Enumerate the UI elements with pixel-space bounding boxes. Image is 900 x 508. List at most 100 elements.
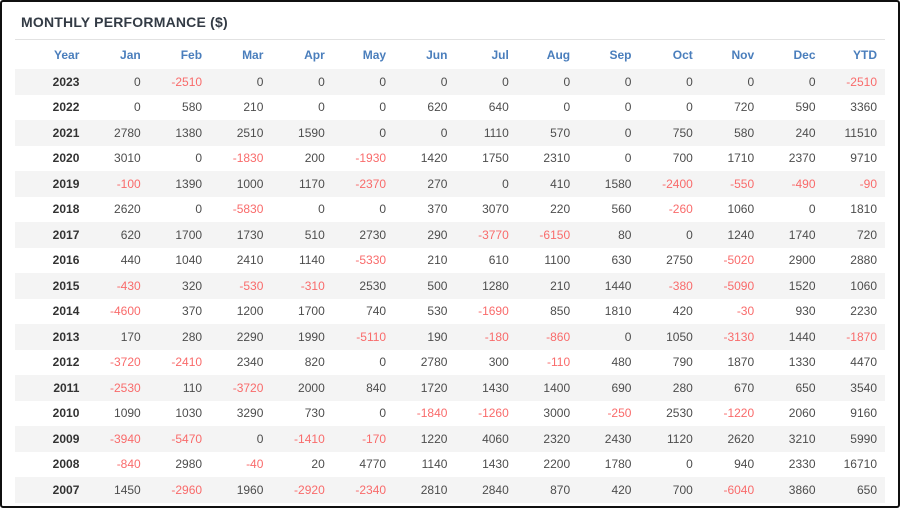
value-cell: 2980 bbox=[175, 457, 203, 472]
value-cell: 2340 bbox=[236, 355, 264, 370]
value-cell: 210 bbox=[243, 100, 264, 115]
ytd-cell: 9710 bbox=[850, 151, 877, 166]
ytd-cell: 2230 bbox=[850, 304, 877, 319]
value-cell: 1430 bbox=[482, 457, 509, 472]
table-header: Year Jan Feb Mar Apr May Jun Jul Aug Sep Oct Nov Dec… bbox=[15, 40, 885, 69]
value-cell: 1590 bbox=[298, 125, 325, 140]
value-cell: 2200 bbox=[543, 457, 571, 472]
value-cell: 690 bbox=[611, 380, 632, 395]
value-cell: 0 bbox=[318, 202, 325, 217]
value-cell: 1810 bbox=[604, 304, 632, 319]
value-cell: 0 bbox=[624, 329, 632, 344]
value-cell: 0 bbox=[686, 74, 693, 89]
value-cell: 290 bbox=[427, 227, 448, 242]
table-row: 2012 -3720 -2410 2340 820 0 2780 300 -110 480 790 1… bbox=[15, 350, 885, 376]
value-cell: 2330 bbox=[788, 457, 816, 472]
value-cell: -2340 bbox=[355, 482, 387, 497]
value-cell: 3010 bbox=[114, 151, 141, 166]
table-row: 2021 2780 1380 2510 1590 0 0 1110 570 0 750 580 240 1… bbox=[15, 120, 885, 146]
value-cell: -5090 bbox=[723, 278, 755, 293]
value-cell: -1930 bbox=[355, 151, 387, 166]
year-cell: 2015 bbox=[52, 278, 80, 293]
ytd-cell: 2880 bbox=[850, 253, 877, 268]
value-cell: 0 bbox=[624, 151, 632, 166]
value-cell: 720 bbox=[734, 100, 755, 115]
value-cell: -2510 bbox=[171, 74, 203, 89]
value-cell: 370 bbox=[182, 304, 203, 319]
value-cell: -170 bbox=[362, 431, 387, 446]
value-cell: 210 bbox=[427, 253, 448, 268]
value-cell: -490 bbox=[791, 176, 816, 191]
table-row: 2009 -3940 -5470 0 -1410 -170 1220 4060 2320 2430… bbox=[15, 426, 885, 452]
table-row: 2014 -4600 370 1200 1700 740 530 -1690 850 1810 42… bbox=[15, 299, 885, 325]
value-cell: 840 bbox=[366, 380, 387, 395]
value-cell: 1030 bbox=[175, 406, 203, 421]
value-cell: -3130 bbox=[723, 329, 755, 344]
value-cell: -40 bbox=[246, 457, 264, 472]
value-cell: 730 bbox=[304, 406, 325, 421]
value-cell: 4770 bbox=[359, 457, 387, 472]
value-cell: 2750 bbox=[666, 253, 693, 268]
value-cell: -1220 bbox=[723, 406, 755, 421]
value-cell: 1100 bbox=[544, 253, 571, 268]
value-cell: 0 bbox=[624, 100, 632, 115]
value-cell: -5330 bbox=[355, 253, 387, 268]
value-cell: 1440 bbox=[604, 278, 632, 293]
column-header-sep: Sep bbox=[609, 47, 632, 62]
value-cell: 530 bbox=[427, 304, 448, 319]
value-cell: 1580 bbox=[604, 176, 632, 191]
value-cell: -180 bbox=[484, 329, 509, 344]
value-cell: -840 bbox=[116, 457, 141, 472]
value-cell: 1430 bbox=[482, 380, 509, 395]
value-cell: -430 bbox=[116, 278, 141, 293]
value-cell: -30 bbox=[736, 304, 755, 319]
table-row: 2019 -100 1390 1000 1170 -2370 270 0 410 1580 -240… bbox=[15, 171, 885, 197]
value-cell: 0 bbox=[440, 74, 448, 89]
table-row: 2013 170 280 2290 1990 -5110 190 -180 -860 0 1050 -… bbox=[15, 324, 885, 350]
value-cell: 1700 bbox=[175, 227, 203, 242]
value-cell: 2370 bbox=[788, 151, 816, 166]
value-cell: -1410 bbox=[294, 431, 325, 446]
value-cell: 2810 bbox=[420, 482, 448, 497]
value-cell: -6040 bbox=[723, 482, 755, 497]
table-row: 2008 -840 2980 -40 20 4770 1140 1430 2200 1780 0 94… bbox=[15, 452, 885, 478]
year-cell: 2023 bbox=[52, 74, 80, 89]
value-cell: 1060 bbox=[727, 202, 755, 217]
value-cell: 0 bbox=[686, 457, 693, 472]
ytd-cell: 11510 bbox=[844, 125, 877, 140]
value-cell: 0 bbox=[563, 100, 571, 115]
value-cell: 2620 bbox=[114, 202, 141, 217]
value-cell: 200 bbox=[304, 151, 325, 166]
value-cell: 630 bbox=[611, 253, 632, 268]
value-cell: 410 bbox=[550, 176, 571, 191]
value-cell: 700 bbox=[672, 151, 693, 166]
performance-table: Year Jan Feb Mar Apr May Jun Jul Aug Sep Oct Nov Dec… bbox=[15, 40, 885, 503]
value-cell: 500 bbox=[427, 278, 448, 293]
value-cell: 1440 bbox=[788, 329, 816, 344]
value-cell: 2730 bbox=[359, 227, 387, 242]
value-cell: -110 bbox=[546, 355, 571, 370]
value-cell: 2510 bbox=[236, 125, 264, 140]
year-cell: 2022 bbox=[52, 100, 80, 115]
table-row: 2011 -2530 110 -3720 2000 840 1720 1430 1400 690 2… bbox=[15, 375, 885, 401]
value-cell: 1110 bbox=[483, 125, 509, 140]
value-cell: -6150 bbox=[539, 227, 571, 242]
value-cell: 0 bbox=[318, 74, 325, 89]
value-cell: 2060 bbox=[788, 406, 816, 421]
value-cell: -2960 bbox=[171, 482, 203, 497]
value-cell: 170 bbox=[120, 329, 141, 344]
value-cell: 370 bbox=[427, 202, 448, 217]
year-cell: 2021 bbox=[52, 125, 80, 140]
value-cell: 1740 bbox=[788, 227, 816, 242]
value-cell: 280 bbox=[182, 329, 203, 344]
value-cell: 220 bbox=[550, 202, 571, 217]
value-cell: 0 bbox=[195, 151, 203, 166]
value-cell: 1330 bbox=[788, 355, 816, 370]
table-row: 2015 -430 320 -530 -310 2530 500 1280 210 1440 -38… bbox=[15, 273, 885, 299]
value-cell: 190 bbox=[427, 329, 448, 344]
panel-title: MONTHLY PERFORMANCE ($) bbox=[15, 2, 885, 40]
value-cell: 480 bbox=[611, 355, 632, 370]
value-cell: 0 bbox=[624, 125, 632, 140]
value-cell: 2530 bbox=[666, 406, 693, 421]
